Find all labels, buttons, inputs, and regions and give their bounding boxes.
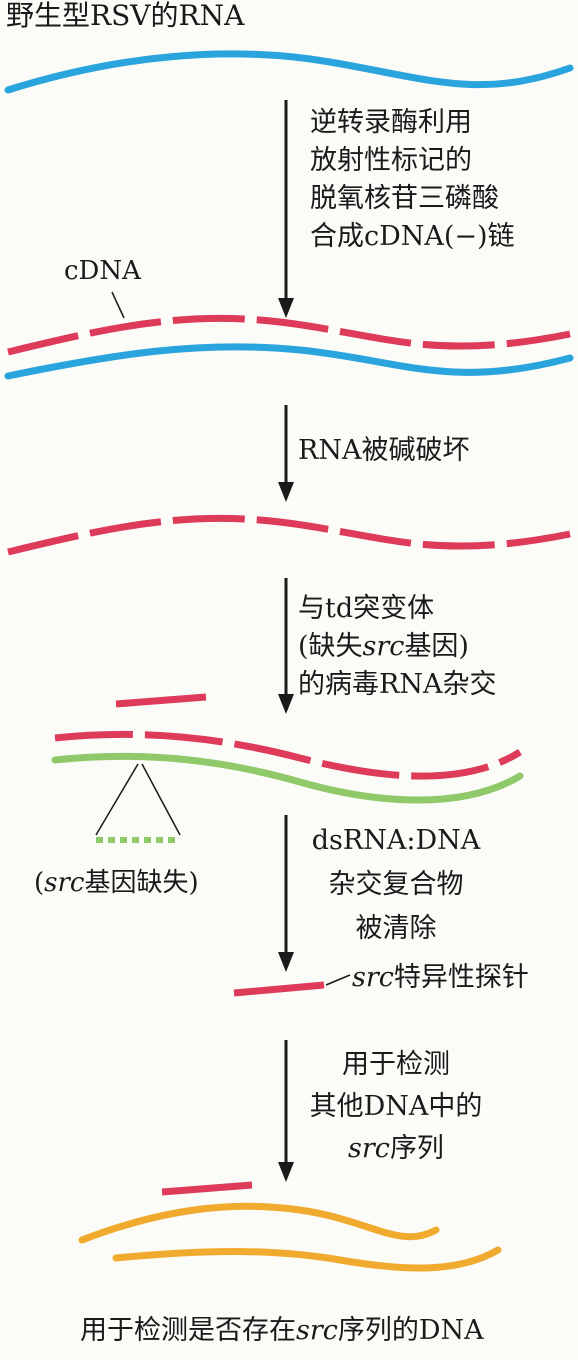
step-1-line-1: 逆转录酶利用 [310, 107, 472, 138]
caption-src: src [296, 1315, 338, 1346]
step-2-line-1: RNA被碱破坏 [298, 435, 470, 466]
step-3-line-2: (缺失src基因) [298, 628, 496, 666]
cdna-leader-line [111, 291, 125, 319]
step-5-src: src [348, 1133, 390, 1164]
probe-on-dna [161, 1181, 253, 1196]
step-1-line-2: 放射性标记的 [310, 145, 472, 176]
deletion-line-left [95, 763, 139, 836]
caption-post: 序列的DNA [337, 1315, 484, 1346]
cdna-label: cDNA [64, 256, 141, 286]
step-3-text: 与td突变体 (缺失src基因) 的病毒RNA杂交 [298, 590, 496, 704]
bottom-caption: 用于检测是否存在src序列的DNA [80, 1312, 484, 1350]
arrow-step-4 [278, 815, 294, 972]
step-5-text: 用于检测 其他DNA中的 src序列 [296, 1046, 496, 1164]
probe-label-src: src [352, 962, 394, 993]
arrow-step-3 [278, 578, 294, 714]
wild-type-rna-strand [4, 50, 574, 94]
step-3-line-2-src: src [362, 631, 405, 662]
step-3-line-1: 与td突变体 [298, 593, 435, 624]
probe-leader-line [325, 974, 351, 986]
step-5-line-3: src序列 [296, 1130, 496, 1168]
step-3-line-2-post: 基因) [404, 631, 469, 662]
step-5-post: 序列 [389, 1133, 444, 1164]
step-4-line-2: 杂交复合物 [328, 869, 464, 900]
dna-strand-lower [112, 1246, 502, 1272]
arrow-step-2 [278, 405, 294, 502]
deletion-line-right [141, 763, 181, 836]
step-1-text: 逆转录酶利用 放射性标记的 脱氧核苷三磷酸 合成cDNA(−)链 [310, 104, 515, 256]
step-4-line-3: 被清除 [355, 913, 437, 944]
step-4-text: dsRNA:DNA 杂交复合物 被清除 [296, 822, 496, 944]
step-1-line-4: 合成cDNA(−)链 [310, 221, 515, 252]
unhybridized-src-cdna [115, 693, 207, 708]
step-5-line-2: 其他DNA中的 [309, 1091, 483, 1122]
deletion-label-post: 基因缺失) [84, 868, 199, 898]
step-3-line-3: 的病毒RNA杂交 [298, 669, 497, 700]
cdna-strand-hybrid [7, 314, 571, 356]
deletion-label-pre: ( [34, 868, 45, 898]
rna-strand-hybrid [4, 343, 574, 380]
cdna-strand-free [7, 514, 571, 556]
cdna-strand-td-hybrid [54, 730, 522, 780]
td-mutant-rna-strand [51, 752, 524, 804]
arrow-step-5 [278, 1040, 294, 1182]
arrow-step-1 [278, 100, 294, 318]
page-title: 野生型RSV的RNA [6, 0, 245, 32]
deletion-label-src: src [44, 868, 85, 898]
src-specific-probe [233, 981, 325, 997]
step-1-line-3: 脱氧核苷三磷酸 [310, 183, 499, 214]
step-5-line-1: 用于检测 [342, 1049, 450, 1080]
dna-strand-upper [78, 1202, 440, 1244]
src-probe-label: src特异性探针 [352, 955, 529, 994]
probe-label-post: 特异性探针 [393, 962, 529, 993]
step-4-line-1: dsRNA:DNA [311, 825, 481, 856]
caption-pre: 用于检测是否存在 [80, 1315, 296, 1346]
step-3-line-2-pre: (缺失 [298, 631, 363, 662]
src-deletion-label: (src基因缺失) [34, 862, 199, 899]
